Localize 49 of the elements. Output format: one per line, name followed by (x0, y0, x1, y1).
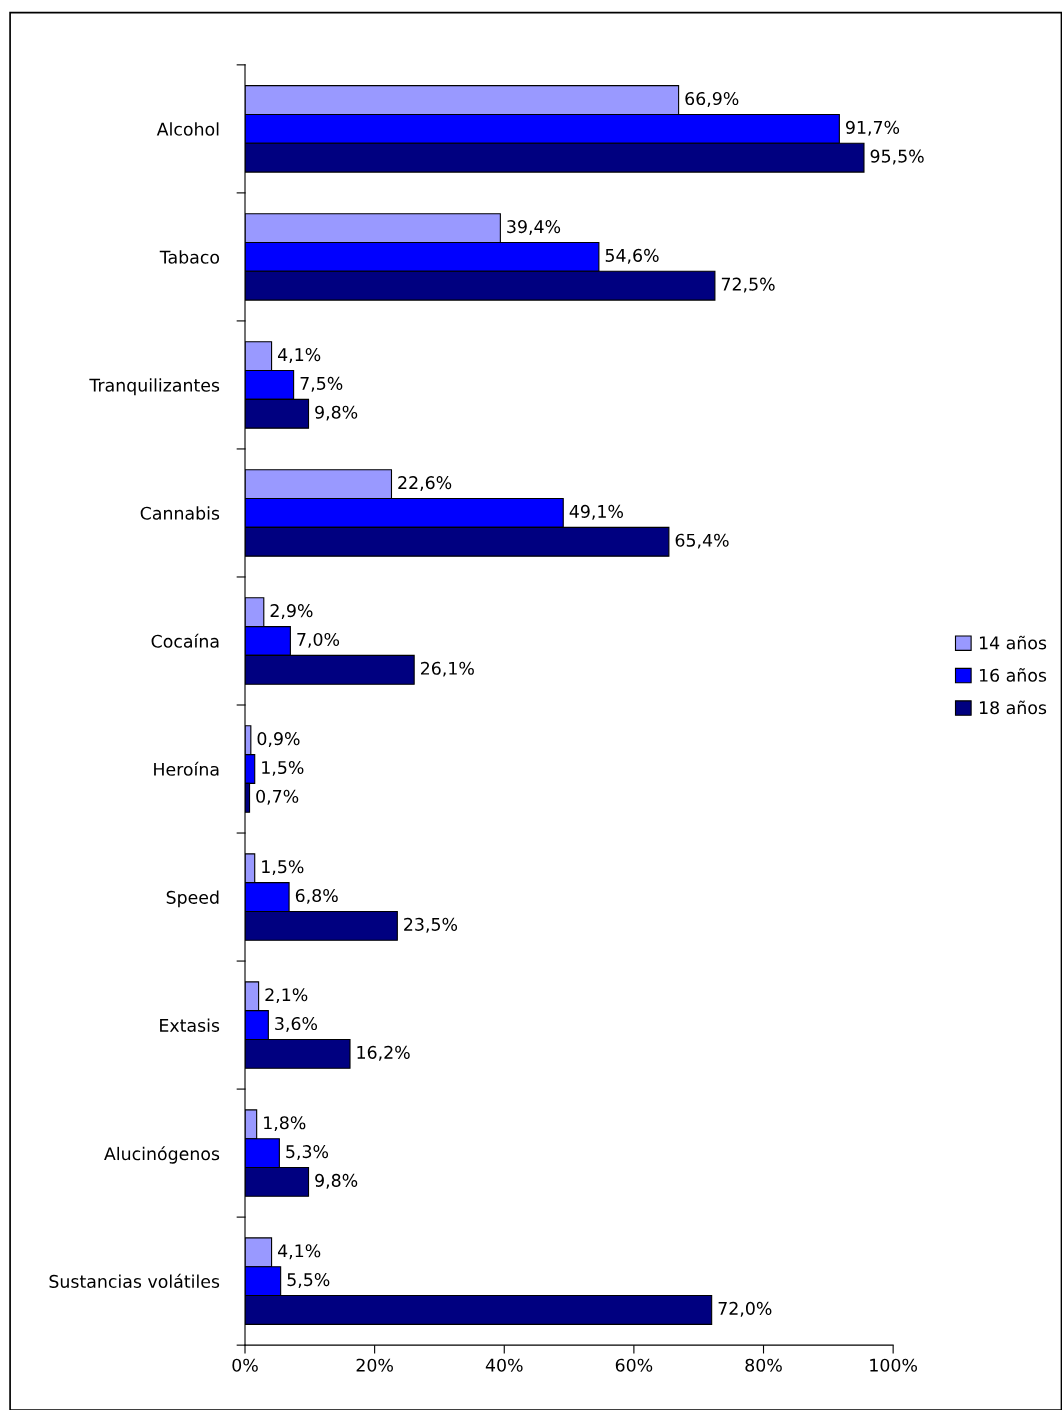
data-label: 1,8% (264, 1116, 306, 1132)
x-tick-label: 20% (356, 1358, 393, 1372)
legend-label: 14 años (979, 635, 1047, 650)
y-tick-label: Alucinógenos (104, 1146, 220, 1164)
legend-label: 16 años (979, 668, 1047, 682)
y-tick-label: Alcohol (156, 122, 219, 136)
data-label: 9,8% (315, 1173, 358, 1189)
data-label: 22,6% (398, 476, 452, 491)
data-label: 39,4% (507, 220, 561, 235)
data-label: 1,5% (262, 760, 304, 776)
data-label: 5,3% (286, 1145, 329, 1160)
legend-label: 18 años (979, 700, 1047, 715)
data-label: 0,9% (257, 732, 300, 748)
y-tick-label: Heroína (154, 761, 219, 776)
data-label: 23,5% (404, 917, 458, 933)
data-label: 0,7% (256, 789, 299, 805)
data-label: 16,2% (357, 1045, 410, 1061)
data-label: 54,6% (605, 248, 659, 264)
x-tick-label: 40% (485, 1358, 523, 1372)
data-label: 6,8% (295, 888, 338, 904)
data-label: 5,5% (287, 1273, 330, 1288)
data-label: 66,9% (685, 91, 739, 107)
data-label: 72,5% (721, 277, 775, 293)
data-label: 4,1% (277, 348, 321, 363)
data-label: 95,5% (870, 149, 924, 165)
data-label: 91,7% (846, 120, 900, 136)
data-label: 9,8% (315, 405, 358, 421)
data-label: 7,0% (297, 632, 340, 648)
data-label: 72,0% (718, 1301, 772, 1317)
data-label: 7,5% (300, 376, 343, 392)
data-label: 1,5% (262, 860, 304, 876)
data-label: 2,9% (270, 604, 313, 619)
x-tick-label: 100% (870, 1358, 917, 1372)
data-label: 26,1% (421, 661, 474, 677)
y-tick-label: Cannabis (140, 506, 220, 520)
data-label: 4,1% (277, 1244, 321, 1260)
data-label: 3,6% (275, 1016, 318, 1032)
data-label: 65,4% (675, 533, 729, 549)
x-tick-label: 0% (232, 1358, 258, 1372)
data-label: 49,1% (569, 504, 623, 520)
y-tick-label: Tranquilizantes (89, 378, 220, 396)
x-tick-label: 80% (745, 1358, 782, 1372)
data-label: 2,1% (265, 988, 308, 1004)
y-tick-label: Sustancias volátiles (49, 1273, 220, 1288)
y-tick-label: Tabaco (159, 250, 220, 264)
y-tick-label: Cocaína (151, 633, 219, 648)
x-tick-label: 60% (615, 1358, 653, 1372)
y-tick-label: Extasis (160, 1018, 220, 1032)
y-tick-label: Speed (166, 890, 219, 908)
